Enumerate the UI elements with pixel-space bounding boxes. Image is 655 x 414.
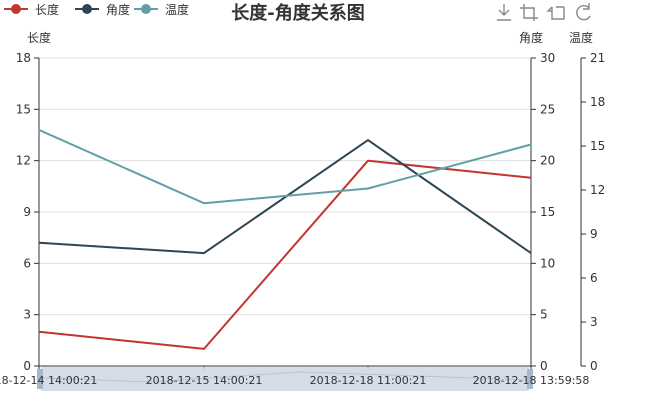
datazoom-fill xyxy=(41,367,529,391)
x-axis-tick-label: 2018-12-18 11:00:21 xyxy=(310,374,427,387)
left-axis-tick-label: 18 xyxy=(16,51,31,65)
legend-item-temperature[interactable]: 温度 xyxy=(134,2,189,17)
right-axis-tick-label: 20 xyxy=(540,154,555,168)
right-axis-tick-label: 5 xyxy=(540,308,548,322)
toolbox xyxy=(497,3,591,21)
left-axis-tick-label: 3 xyxy=(23,308,31,322)
series-line-temperature xyxy=(38,128,532,205)
series-lines xyxy=(38,128,532,350)
right-axis-tick-label: 0 xyxy=(540,359,548,373)
right-axis-tick-label: 25 xyxy=(540,102,555,116)
right-axis-label: 角度 xyxy=(519,30,543,45)
datazoom-slider[interactable] xyxy=(37,367,533,391)
datazoom-handle-right[interactable] xyxy=(527,369,533,389)
far-right-axis-tick-label: 0 xyxy=(590,359,598,373)
far-right-axis-tick-label: 21 xyxy=(590,51,605,65)
right-axis-tick-label: 10 xyxy=(540,256,555,270)
legend-label-length: 长度 xyxy=(35,2,59,17)
x-axis-tick-label: 2018-12-18 13:59:58 xyxy=(473,374,590,387)
x-axis-tick-label: 2018-12-15 14:00:21 xyxy=(146,374,263,387)
left-axis-tick-label: 15 xyxy=(16,102,31,116)
right-axis-tick-label: 15 xyxy=(540,205,555,219)
far-right-axis-tick-label: 12 xyxy=(590,183,605,197)
left-axis-tick-label: 0 xyxy=(23,359,31,373)
far-right-axis-tick-label: 3 xyxy=(590,315,598,329)
x-axis-tick-label: 2018-12-14 14:00:21 xyxy=(0,374,97,387)
zoom-reset-icon[interactable] xyxy=(546,6,565,20)
left-axis-tick-label: 12 xyxy=(16,154,31,168)
right-axis-tick-label: 30 xyxy=(540,51,555,65)
left-axis-tick-label: 6 xyxy=(23,256,31,270)
far-right-axis-tick-label: 15 xyxy=(590,139,605,153)
legend-item-length[interactable]: 长度 xyxy=(4,2,59,17)
x-axis-labels: 2018-12-14 14:00:21 2018-12-15 14:00:21 20… xyxy=(0,374,589,387)
download-icon[interactable] xyxy=(497,4,511,21)
legend-label-angle: 角度 xyxy=(106,2,130,17)
chart-title: 长度-角度关系图 xyxy=(231,2,364,24)
far-right-axis-label: 温度 xyxy=(569,30,593,45)
far-right-axis-tick-label: 18 xyxy=(590,95,605,109)
legend-item-angle[interactable]: 角度 xyxy=(75,2,130,17)
restore-icon[interactable] xyxy=(576,3,591,21)
far-right-axis-tick-label: 9 xyxy=(590,227,598,241)
left-axis-label: 长度 xyxy=(27,30,51,45)
datazoom-handle-left[interactable] xyxy=(37,369,43,389)
left-axis-tick-label: 9 xyxy=(23,205,31,219)
grid-lines xyxy=(39,57,531,367)
datazoom-shadow xyxy=(42,371,528,383)
zoom-area-icon[interactable] xyxy=(520,4,538,21)
far-right-axis-tick-label: 6 xyxy=(590,271,598,285)
legend: 长度 角度 温度 xyxy=(4,2,189,17)
series-line-length xyxy=(38,159,532,350)
legend-label-temperature: 温度 xyxy=(165,2,189,17)
axes: 0 3 6 9 12 15 18 0 5 10 15 20 25 30 0 3 6 9 12 15 18 21 xyxy=(16,51,606,373)
